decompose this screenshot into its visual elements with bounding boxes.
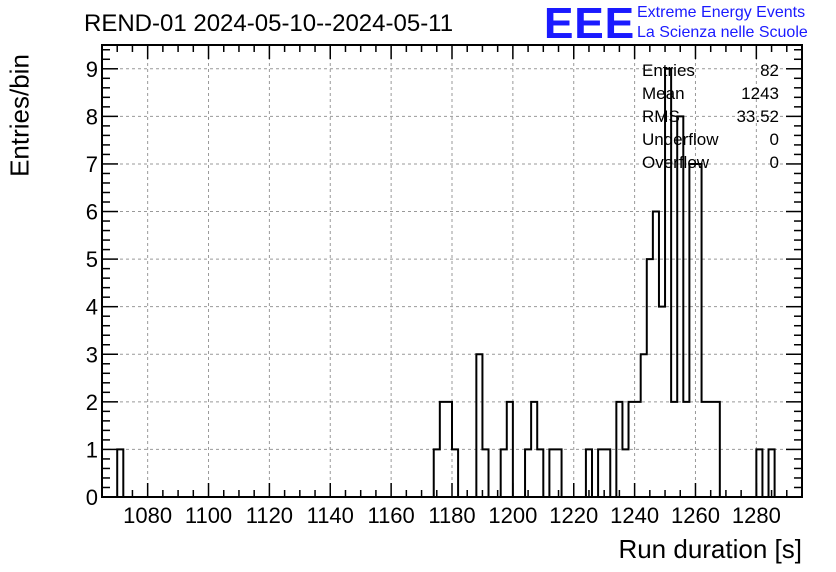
stats-value: 33.52 [736, 107, 779, 126]
y-tick-label: 8 [86, 104, 98, 129]
y-tick-label: 5 [86, 247, 98, 272]
y-tick-label: 0 [86, 485, 98, 510]
stats-value: 82 [760, 61, 779, 80]
stats-row-entries: Entries 82 [642, 59, 779, 82]
logo-line-2: La Scienza nelle Scuole [637, 24, 808, 41]
x-tick-label: 1140 [307, 503, 354, 528]
x-tick-label: 1260 [671, 503, 720, 528]
histogram-bar [622, 449, 628, 497]
x-tick-label: 1220 [549, 503, 598, 528]
stats-label: Mean [642, 84, 685, 103]
y-tick-label: 9 [86, 57, 98, 82]
stats-row-underflow: Underflow 0 [642, 128, 779, 151]
x-tick-label: 1100 [185, 503, 232, 528]
x-tick-label: 1240 [610, 503, 659, 528]
stats-label: RMS [642, 107, 680, 126]
x-tick-label: 1160 [367, 503, 414, 528]
y-tick-label: 3 [86, 342, 98, 367]
x-tick-label: 1200 [488, 503, 537, 528]
y-tick-label: 2 [86, 390, 98, 415]
chart-title: REND-01 2024-05-10--2024-05-11 [84, 10, 454, 37]
stats-value: 0 [769, 130, 779, 149]
x-axis-label: Run duration [s] [618, 534, 802, 564]
x-tick-label: 1280 [732, 503, 781, 528]
logo-line-1: Extreme Energy Events [637, 4, 806, 21]
y-tick-label: 4 [86, 295, 98, 320]
x-tick-label: 1120 [246, 503, 293, 528]
stats-label: Underflow [642, 130, 719, 149]
eee-logo: EEE [544, 0, 636, 48]
stats-value: 0 [769, 153, 779, 172]
x-tick-label: 1080 [123, 503, 172, 528]
stats-label: Overflow [642, 153, 710, 172]
y-tick-label: 6 [86, 200, 98, 225]
histogram-outline [116, 67, 776, 497]
stats-row-rms: RMS 33.52 [642, 105, 779, 128]
stats-row-mean: Mean 1243 [642, 82, 779, 105]
y-tick-label: 7 [86, 152, 98, 177]
y-tick-label: 1 [86, 437, 98, 462]
stats-box: Entries 82 Mean 1243 RMS 33.52 Underflow 0 O… [642, 59, 779, 174]
y-axis-label: Entries/bin [4, 54, 35, 177]
stats-label: Entries [642, 61, 695, 80]
stats-row-overflow: Overflow 0 [642, 151, 779, 174]
stats-value: 1243 [741, 84, 779, 103]
x-tick-label: 1180 [428, 503, 475, 528]
